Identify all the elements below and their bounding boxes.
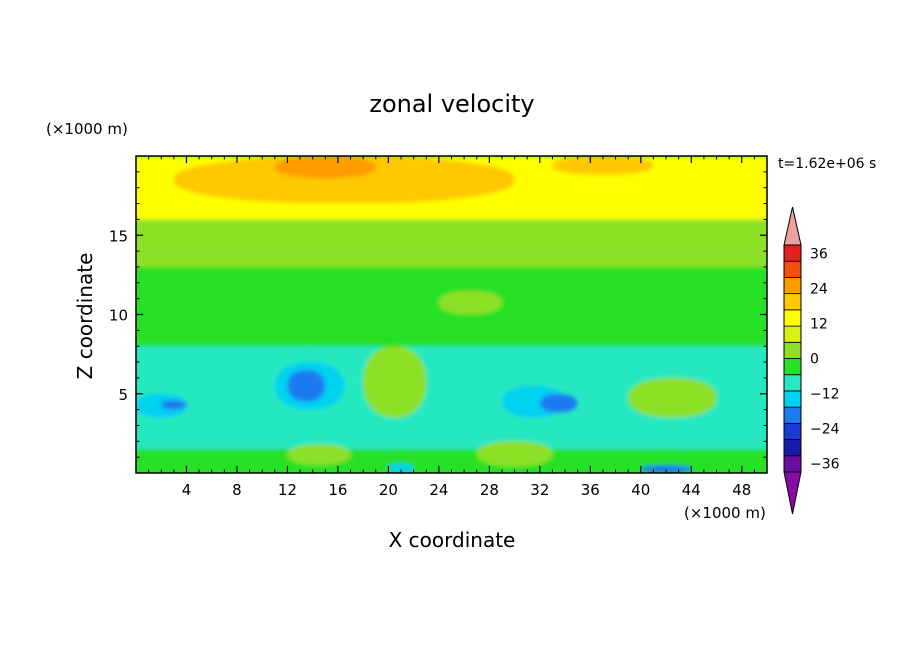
contour-region-4: [136, 219, 767, 252]
colorbar-segment: [783, 341, 802, 359]
colorbar-frame: [783, 244, 802, 473]
colorbar-tick-label: −24: [810, 421, 840, 437]
contour-region-16: [136, 393, 187, 418]
colorbar-segment: [783, 406, 802, 424]
contour-region-15: [539, 393, 578, 413]
colorbar-segment: [783, 358, 802, 376]
x-tick-label: 24: [429, 481, 448, 499]
contour-region-3: [552, 156, 654, 176]
colorbar-tick-label: 12: [810, 317, 828, 333]
contour-region-7: [438, 290, 502, 315]
time-label: t=1.62e+06 s: [778, 156, 876, 172]
colorbar-segment: [783, 439, 802, 457]
colorbar-segment: [783, 390, 802, 408]
contour-region-1: [173, 156, 515, 204]
x-tick-label: 40: [631, 481, 650, 499]
y-axis-label: Z coordinate: [73, 253, 97, 380]
x-tick-label: 28: [480, 481, 499, 499]
colorbar-under-triangle: [783, 471, 802, 515]
x-axis-label: X coordinate: [389, 528, 516, 552]
colorbar-segment: [783, 260, 802, 278]
colorbar-tick-label: 0: [810, 352, 819, 368]
colorbar-tick-label: 24: [810, 282, 828, 298]
y-unit-label: (×1000 m): [46, 120, 128, 138]
x-tick-label: 20: [379, 481, 398, 499]
colorbar-segment: [783, 325, 802, 343]
colorbar-tick-label: −12: [810, 386, 840, 402]
contour-region-20: [388, 463, 414, 473]
colorbar-segment: [783, 244, 802, 262]
x-axis: 4 8 12 16 20 24 28 32 36 40 44 48: [148, 156, 755, 499]
x-tick-label: 36: [581, 481, 600, 499]
colorbar-over-triangle: [783, 206, 802, 246]
colorbar: 36 24 12 0 −12 −24 −36: [783, 206, 840, 515]
contour-region-18: [628, 377, 717, 418]
contour-regions: [136, 156, 767, 473]
x-tick-label: 8: [232, 481, 242, 499]
chart-title: zonal velocity: [369, 90, 534, 118]
y-axis: 5 10 15: [109, 171, 767, 458]
contour-region-17: [161, 400, 187, 410]
colorbar-segment: [783, 293, 802, 311]
contour-region-11: [287, 369, 326, 402]
y-tick-label: 5: [118, 386, 128, 404]
colorbar-segment: [783, 277, 802, 295]
colorbar-segment: [783, 374, 802, 392]
x-unit-label: (×1000 m): [684, 504, 766, 522]
colorbar-tick-label: −36: [810, 456, 840, 472]
x-tick-label: 16: [328, 481, 347, 499]
contour-region-12: [363, 346, 427, 418]
contour-region-22: [476, 441, 553, 467]
x-tick-label: 44: [682, 481, 701, 499]
x-tick-label: 4: [182, 481, 192, 499]
x-tick-label: 32: [530, 481, 549, 499]
y-tick-label: 15: [109, 227, 128, 245]
x-tick-label: 48: [732, 481, 751, 499]
colorbar-segment: [783, 309, 802, 327]
colorbar-segment: [783, 455, 802, 473]
plot-area: [136, 156, 767, 473]
contour-region-2: [274, 156, 376, 179]
contour-region-23: [287, 444, 351, 466]
colorbar-tick-label: 36: [810, 247, 828, 263]
y-tick-label: 10: [109, 307, 128, 325]
colorbar-segment: [783, 422, 802, 440]
x-tick-label: 12: [278, 481, 297, 499]
